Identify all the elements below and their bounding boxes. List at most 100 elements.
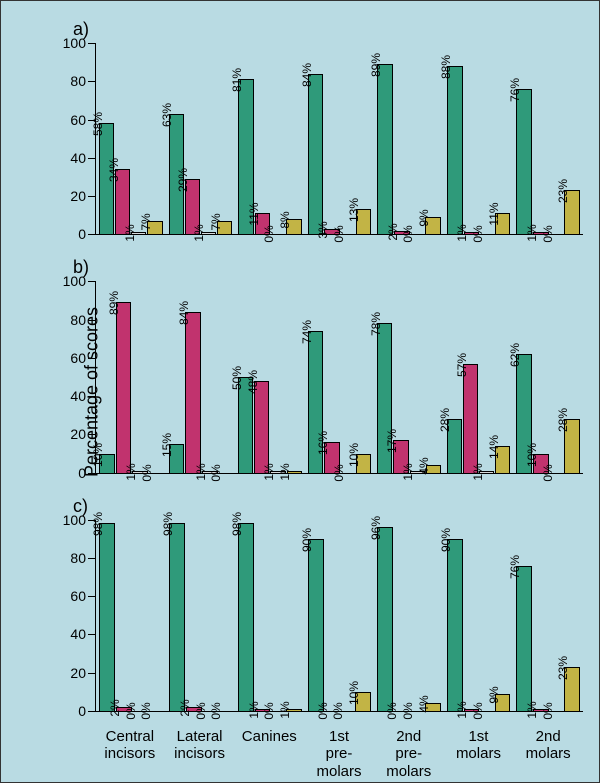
x-tick-label: Centralincisors [95, 728, 165, 778]
bar: 28% [447, 419, 462, 473]
bar: 13% [356, 209, 372, 234]
bar-groups: 98%2%0%0%98%2%0%0%98%1%0%1%90%0%0%10%96%… [96, 520, 583, 711]
bar-value-label: 1% [247, 701, 263, 718]
y-tick-label: 40 [70, 388, 96, 404]
bar-value-label: 0% [194, 702, 210, 719]
bar-value-label: 0% [331, 702, 347, 719]
bar-value-label: 63% [160, 103, 176, 127]
plot-area: 02040608010098%2%0%0%98%2%0%0%98%1%0%1%9… [95, 520, 583, 712]
panel-a: a)02040608010058%34%1%7%63%29%1%7%81%11%… [65, 15, 585, 249]
bar-value-label: 15% [160, 433, 176, 457]
bar-value-label: 78% [369, 312, 385, 336]
bar-value-label: 96% [369, 516, 385, 540]
bar-value-label: 4% [417, 457, 433, 474]
bar-value-label: 98% [230, 512, 246, 536]
bar-value-label: 1% [262, 463, 278, 480]
bar: 7% [147, 221, 162, 234]
x-axis-labels: CentralincisorsLateralincisorsCanines1st… [95, 728, 583, 778]
bar-group: 96%0%0%4% [374, 520, 444, 711]
y-tick-label: 20 [70, 188, 96, 204]
bar: 90% [447, 539, 463, 711]
bar-group: 76%1%0%23% [513, 520, 583, 711]
bar-value-label: 58% [91, 112, 107, 136]
bar-value-label: 10% [91, 443, 107, 467]
bar-group: 98%1%0%1% [235, 520, 305, 711]
bar-value-label: 7% [209, 213, 225, 230]
bar: 7% [217, 221, 232, 234]
bar-group: 74%16%0%10% [305, 281, 375, 472]
bar: 84% [308, 74, 324, 235]
bar: 88% [447, 66, 463, 234]
y-tick-label: 0 [78, 465, 96, 481]
bar-value-label: 7% [139, 213, 155, 230]
bar-value-label: 1% [192, 225, 208, 242]
x-tick-label: 2ndmolars [513, 728, 583, 778]
bar: 1% [131, 232, 146, 234]
bar: 23% [564, 667, 580, 711]
bar-group: 10%89%1%0% [96, 281, 166, 472]
x-tick-label: Lateralincisors [165, 728, 235, 778]
bar-value-label: 0% [262, 226, 278, 243]
bar-value-label: 16% [316, 431, 332, 455]
panel-c: c)02040608010098%2%0%0%98%2%0%0%98%1%0%1… [65, 492, 585, 726]
y-tick-label: 80 [70, 73, 96, 89]
bar-value-label: 1% [525, 225, 541, 242]
x-tick-label: 1stmolars [444, 728, 514, 778]
bar-value-label: 1% [124, 463, 140, 480]
bar: 76% [516, 89, 532, 234]
y-tick-label: 40 [70, 626, 96, 642]
x-tick-label: 2ndpre-molars [374, 728, 444, 778]
bar: 4% [425, 703, 441, 711]
plot-area: 02040608010058%34%1%7%63%29%1%7%81%11%0%… [95, 43, 583, 235]
bar-value-label: 0% [541, 226, 557, 243]
bar: 4% [426, 465, 441, 473]
bar: 14% [495, 446, 510, 473]
bar-value-label: 76% [508, 78, 524, 102]
bar: 8% [286, 219, 302, 234]
bar-value-label: 9% [417, 209, 433, 226]
bar-value-label: 28% [556, 408, 572, 432]
bar-value-label: 0% [332, 226, 348, 243]
bar-group: 98%2%0%0% [96, 520, 166, 711]
bar-value-label: 0% [471, 702, 487, 719]
bar: 89% [377, 64, 393, 234]
y-tick-label: 80 [70, 312, 96, 328]
y-tick-label: 0 [78, 703, 96, 719]
bar-group: 88%1%0%11% [444, 43, 514, 234]
y-tick-label: 100 [63, 35, 96, 51]
bar-value-label: 10% [347, 681, 363, 705]
bar: 96% [377, 527, 393, 711]
bar-value-label: 0% [316, 702, 332, 719]
bar-value-label: 1% [525, 701, 541, 718]
bar-value-label: 10% [525, 443, 541, 467]
bar-group: 90%1%0%9% [444, 520, 514, 711]
bar-value-label: 98% [161, 512, 177, 536]
panel-b: b)02040608010010%89%1%0%15%84%1%0%50%48%… [65, 253, 585, 487]
y-tick-label: 60 [70, 350, 96, 366]
bar-value-label: 89% [107, 291, 123, 315]
bar-group: 63%29%1%7% [166, 43, 236, 234]
bar-groups: 58%34%1%7%63%29%1%7%81%11%0%8%84%3%0%13%… [96, 43, 583, 234]
figure-container: Percentage of scores a)02040608010058%34… [0, 0, 600, 783]
bar: 9% [425, 217, 441, 234]
bar-group: 98%2%0%0% [166, 520, 236, 711]
bar: 1% [201, 232, 216, 234]
bar-value-label: 13% [347, 198, 363, 222]
bar: 10% [356, 454, 372, 473]
bar-group: 89%2%0%9% [374, 43, 444, 234]
bar-value-label: 0% [262, 702, 278, 719]
bar: 1% [479, 471, 494, 473]
y-tick-label: 40 [70, 150, 96, 166]
panels-container: a)02040608010058%34%1%7%63%29%1%7%81%11%… [65, 15, 585, 726]
bar-value-label: 2% [178, 700, 194, 717]
bar-group: 50%48%1%1% [235, 281, 305, 472]
bar-group: 28%57%1%14% [444, 281, 514, 472]
bar-value-label: 34% [107, 158, 123, 182]
bar-value-label: 90% [439, 528, 455, 552]
bar-value-label: 0% [385, 702, 401, 719]
bar-value-label: 0% [209, 464, 225, 481]
bar-value-label: 1% [471, 463, 487, 480]
bar-value-label: 89% [369, 53, 385, 77]
y-tick-label: 0 [78, 226, 96, 242]
bar-value-label: 0% [140, 464, 156, 481]
